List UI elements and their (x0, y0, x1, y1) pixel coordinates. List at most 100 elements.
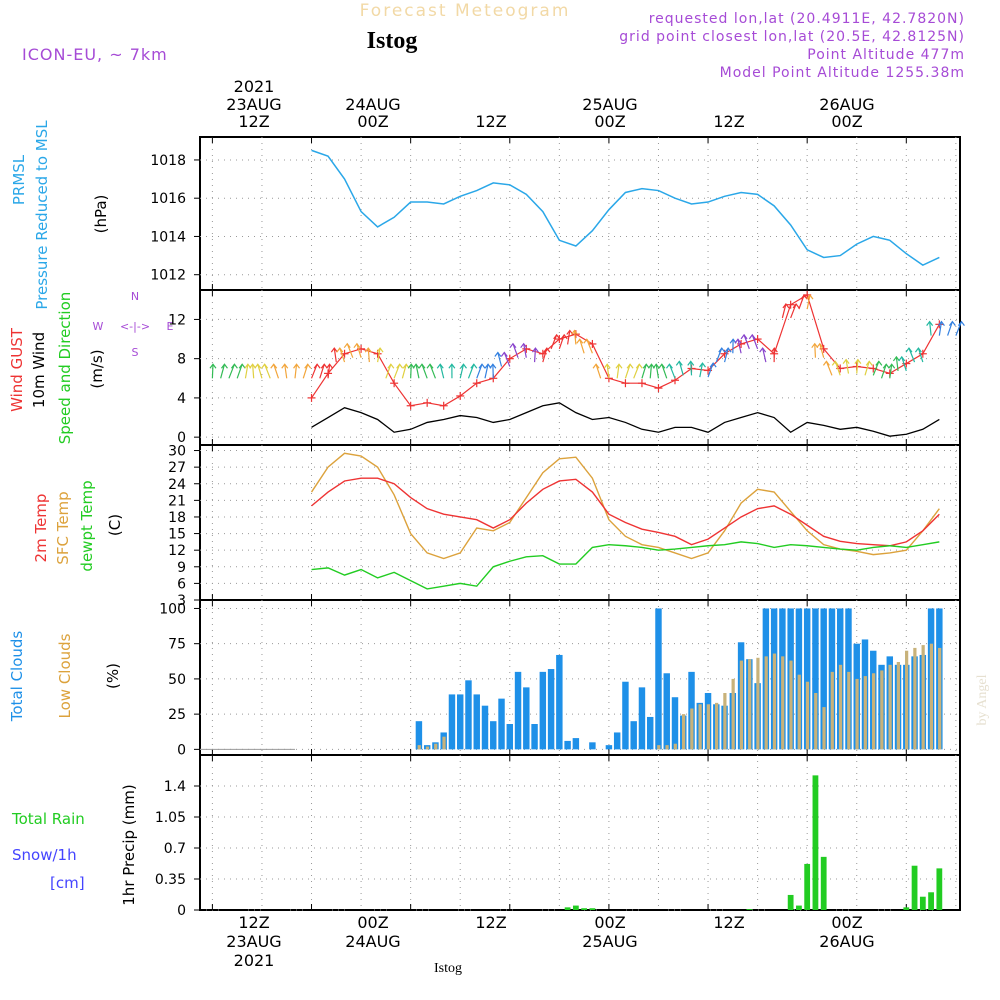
y-tick-label: 0 (177, 742, 186, 758)
low-cloud-bar (938, 647, 942, 750)
total-cloud-bar (531, 724, 538, 750)
wind-arrow (503, 352, 511, 367)
snow-label: Snow/1h (12, 846, 77, 864)
panel-2: 0 4 8 12 (168, 289, 965, 446)
wind-arrow (567, 330, 571, 345)
wind-arrow-head (209, 363, 217, 369)
wind-arrow-head (822, 360, 830, 366)
wind-arrow-head (313, 363, 321, 369)
low-cloud-bar (706, 704, 710, 750)
total-cloud-bar (630, 721, 637, 750)
wind-arrow-head (387, 363, 395, 369)
wind-arrow-head (957, 320, 965, 326)
wind-arrow (889, 364, 893, 379)
wind-arrow (938, 321, 943, 336)
compass-south: S (132, 346, 139, 359)
total-cloud-bar (605, 745, 613, 750)
low-cloud-bar (681, 714, 686, 750)
total-cloud-bar (638, 687, 646, 750)
wind-arrow-head (748, 333, 756, 340)
wind-arrow (781, 303, 787, 319)
total-cloud-bar (415, 721, 423, 750)
y-tick-label: 100 (159, 601, 186, 617)
cloud-panel-labels: Total Clouds Low Clouds (%) (8, 631, 122, 723)
low-cloud-bar (417, 745, 421, 750)
low-cloud-bar (665, 745, 669, 750)
low-cloud-bar (847, 671, 851, 750)
wind-arrow (743, 334, 750, 350)
temp-sfc-label: SFC Temp (54, 491, 72, 564)
wind-arrow-head (800, 294, 808, 300)
low-cloud-bar (905, 650, 909, 750)
low-cloud-bar (888, 664, 892, 750)
wind-arrow-head (875, 360, 883, 366)
wind-arrow-head (220, 363, 228, 369)
precip-panel-labels: Total Rain Snow/1h [cm] 1hr Precip (mm) (11, 784, 138, 905)
wind-arrow (819, 343, 825, 358)
total-cloud-bar (490, 721, 497, 750)
wind-arrow-head (583, 338, 591, 344)
prmsl-label: PRMSL (10, 154, 28, 205)
wind-arrow-head (531, 347, 539, 353)
wind-arrow (367, 348, 370, 363)
low-cloud-bar (673, 743, 677, 750)
station-title: Istog (367, 28, 418, 54)
y-tick-label: 1014 (150, 229, 186, 245)
wind-arrow (439, 364, 445, 379)
y-tick-label: 6 (177, 576, 186, 592)
y-tick-label: 24 (168, 477, 186, 493)
wind-arrow (579, 339, 585, 354)
low-cloud-bar (748, 659, 752, 750)
low-cloud-bar (690, 708, 694, 750)
wind-arrow (880, 364, 887, 379)
low-cloud-bar (715, 702, 719, 750)
wind-arrow (586, 339, 593, 354)
wind-arrow-head (418, 363, 426, 369)
wind-arrow-head (740, 333, 748, 340)
wind-arrow-head (407, 363, 415, 369)
total-cloud-bar (812, 608, 819, 750)
bottom-hour-3: 12Z (475, 913, 506, 932)
top-hour-5: 12Z (713, 112, 744, 131)
wind-arrow-head (230, 363, 238, 369)
cloud-unit-label: (%) (104, 663, 122, 689)
wind-arrow (211, 364, 214, 379)
wind-arrow-head (905, 347, 913, 353)
wind-arrow (550, 334, 558, 350)
y-tick-label: 1012 (150, 268, 186, 284)
wind-arrow-head (484, 363, 492, 369)
wind-arrow (429, 364, 436, 379)
prmsl-desc-label: Pressure Reduced to MSL (33, 120, 51, 310)
total-cloud-bar (473, 694, 480, 750)
wind-arrow-head (326, 363, 334, 369)
low-cloud-bar (789, 660, 793, 750)
total-cloud-bar (671, 697, 679, 750)
wind-arrow (624, 364, 631, 379)
bottom-hour-5: 12Z (713, 913, 744, 932)
low-cloud-bar (731, 678, 735, 750)
wind-arrow-head (892, 355, 900, 362)
wind-arrow-head (770, 347, 778, 353)
wind-arrow (558, 334, 565, 350)
wind-arrow (264, 364, 271, 379)
compass-west: W (93, 320, 104, 333)
wind-arrow-head (571, 329, 578, 335)
wind-arrow-head (353, 342, 361, 349)
total-cloud-bar (572, 738, 580, 750)
wind-arrow-head (509, 342, 517, 349)
wind-arrow-head (937, 320, 945, 326)
low-cloud-bar (822, 707, 826, 750)
wind-arrow-head (281, 363, 289, 369)
wind-arrow-head (642, 363, 650, 369)
wind-arrow-head (460, 363, 467, 369)
wind-arrow-head (888, 363, 896, 369)
low-cloud-bar (880, 670, 884, 750)
top-time-axis: 2021 23AUG 12Z 24AUG 00Z 12Z 25AUG 00Z 1… (226, 77, 874, 131)
total-cloud-bar (481, 705, 489, 750)
bottom-date-1: 23AUG (226, 932, 281, 951)
sfc-temp-line (310, 452, 940, 560)
bottom-hour-6: 00Z (831, 913, 862, 932)
wind-arrow-head (553, 333, 561, 340)
rain-bar (903, 907, 910, 910)
wind-arrow (929, 321, 932, 336)
